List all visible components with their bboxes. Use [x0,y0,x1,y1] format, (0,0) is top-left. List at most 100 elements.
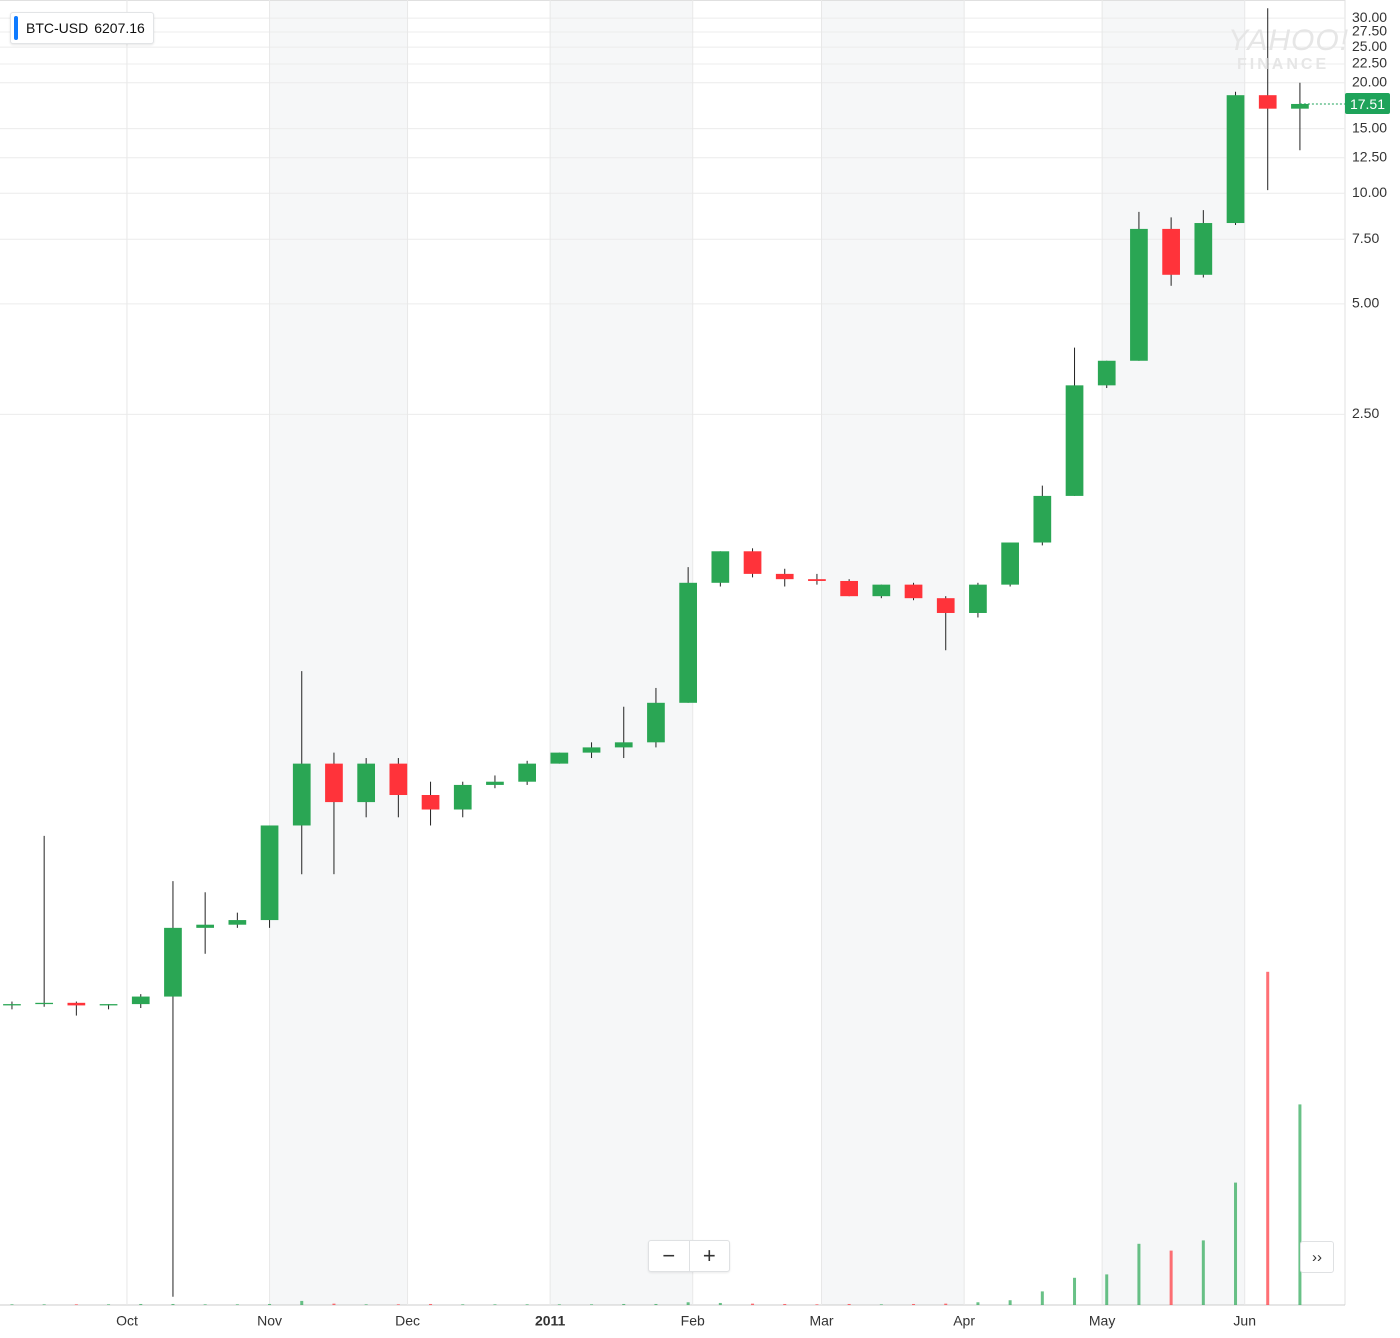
month-band [821,0,965,1305]
candle-body [486,781,504,785]
volume-bar [557,1304,561,1305]
x-tick-label: Dec [395,1313,420,1329]
candle-body [1001,542,1019,585]
watermark: YAHOO! [1228,24,1350,57]
volume-bar [1266,971,1270,1305]
month-band [550,0,693,1305]
y-tick-label: 15.00 [1352,119,1387,135]
volume-bar [847,1303,851,1305]
volume-bar [1105,1274,1109,1305]
candle-body [647,702,665,743]
candle-body [1194,223,1213,275]
volume-bar [783,1303,787,1305]
volume-bar [332,1303,336,1305]
x-tick-label: May [1089,1313,1115,1329]
candle-body [453,784,472,810]
volume-bar [10,1304,14,1305]
y-tick-label: 7.50 [1352,230,1379,246]
candle-body [164,927,182,997]
volume-bar [1298,1104,1302,1305]
volume-bar [944,1303,948,1305]
volume-bar [912,1303,916,1305]
volume-bar [815,1304,819,1305]
y-tick-label: 5.00 [1352,295,1379,311]
x-tick-label: Apr [953,1313,975,1329]
volume-bar [268,1303,272,1305]
candle-body [518,763,536,782]
candle-body [1162,228,1180,275]
candle-body [936,598,955,613]
symbol-value: 6207.16 [94,20,145,36]
zoom-in-button[interactable]: + [702,1243,716,1268]
candle-body [1065,385,1084,496]
volume-bar [493,1304,497,1305]
volume-bar [622,1303,626,1305]
candle-body [325,763,343,803]
candle-body [904,584,923,599]
volume-bar [590,1304,594,1305]
volume-bar [107,1304,111,1305]
candle-body [357,763,376,803]
candle-body [421,795,440,810]
candle-body [614,742,633,748]
candle-body [1291,103,1309,109]
candle-body [711,551,730,583]
y-tick-label: 10.00 [1352,184,1387,200]
volume-bar [300,1300,304,1305]
volume-bar [1201,1240,1205,1305]
candle-body [743,551,762,574]
candle-body [389,763,408,796]
volume-bar [364,1304,368,1305]
symbol-legend[interactable]: BTC-USD 6207.16 [10,12,154,44]
volume-bar [1040,1291,1044,1305]
month-band [269,0,408,1305]
volume-bar [235,1304,239,1305]
candle-body [35,1002,54,1005]
candle-body [3,1004,21,1006]
candle-body [550,752,569,764]
volume-bar [171,1303,175,1305]
volume-bar [74,1304,78,1305]
candle-body [67,1002,86,1006]
candle-body [99,1004,118,1006]
volume-bar [1008,1300,1012,1305]
volume-bar [879,1304,883,1305]
candle-body [1226,95,1245,224]
candle-body [840,580,858,597]
volume-bar [429,1303,433,1305]
x-tick-label: Jun [1233,1313,1256,1329]
volume-bar [1137,1243,1141,1305]
y-tick-label: 20.00 [1352,73,1387,89]
x-tick-label: 2011 [535,1313,566,1329]
volume-bar [203,1304,207,1305]
y-tick-label: 12.50 [1352,148,1387,164]
volume-bar [976,1302,980,1305]
volume-bar [1073,1277,1077,1305]
candle-body [1097,360,1116,386]
candle-body [260,825,279,921]
x-tick-label: Oct [116,1313,138,1329]
x-tick-label: Nov [257,1313,282,1329]
candle-body [969,584,987,613]
watermark: FINANCE [1237,56,1330,73]
volume-bar [396,1304,400,1305]
candle-body [196,924,215,928]
zoom-controls: − + [648,1240,730,1272]
volume-bar [461,1304,465,1305]
volume-bar [139,1303,143,1305]
candle-body [1258,95,1277,109]
y-tick-label: 27.50 [1352,23,1387,39]
legend-swatch [14,16,18,40]
y-tick-label: 2.50 [1352,405,1379,421]
volume-bar [654,1303,658,1305]
y-tick-label: 30.00 [1352,9,1387,25]
zoom-out-button[interactable]: − [649,1241,690,1271]
candle-body [1033,495,1052,543]
volume-bar [751,1303,755,1305]
volume-bar [1169,1250,1173,1305]
candle-body [131,996,150,1005]
volume-bar [718,1302,722,1305]
scroll-end-button[interactable]: ›› [1300,1241,1334,1273]
